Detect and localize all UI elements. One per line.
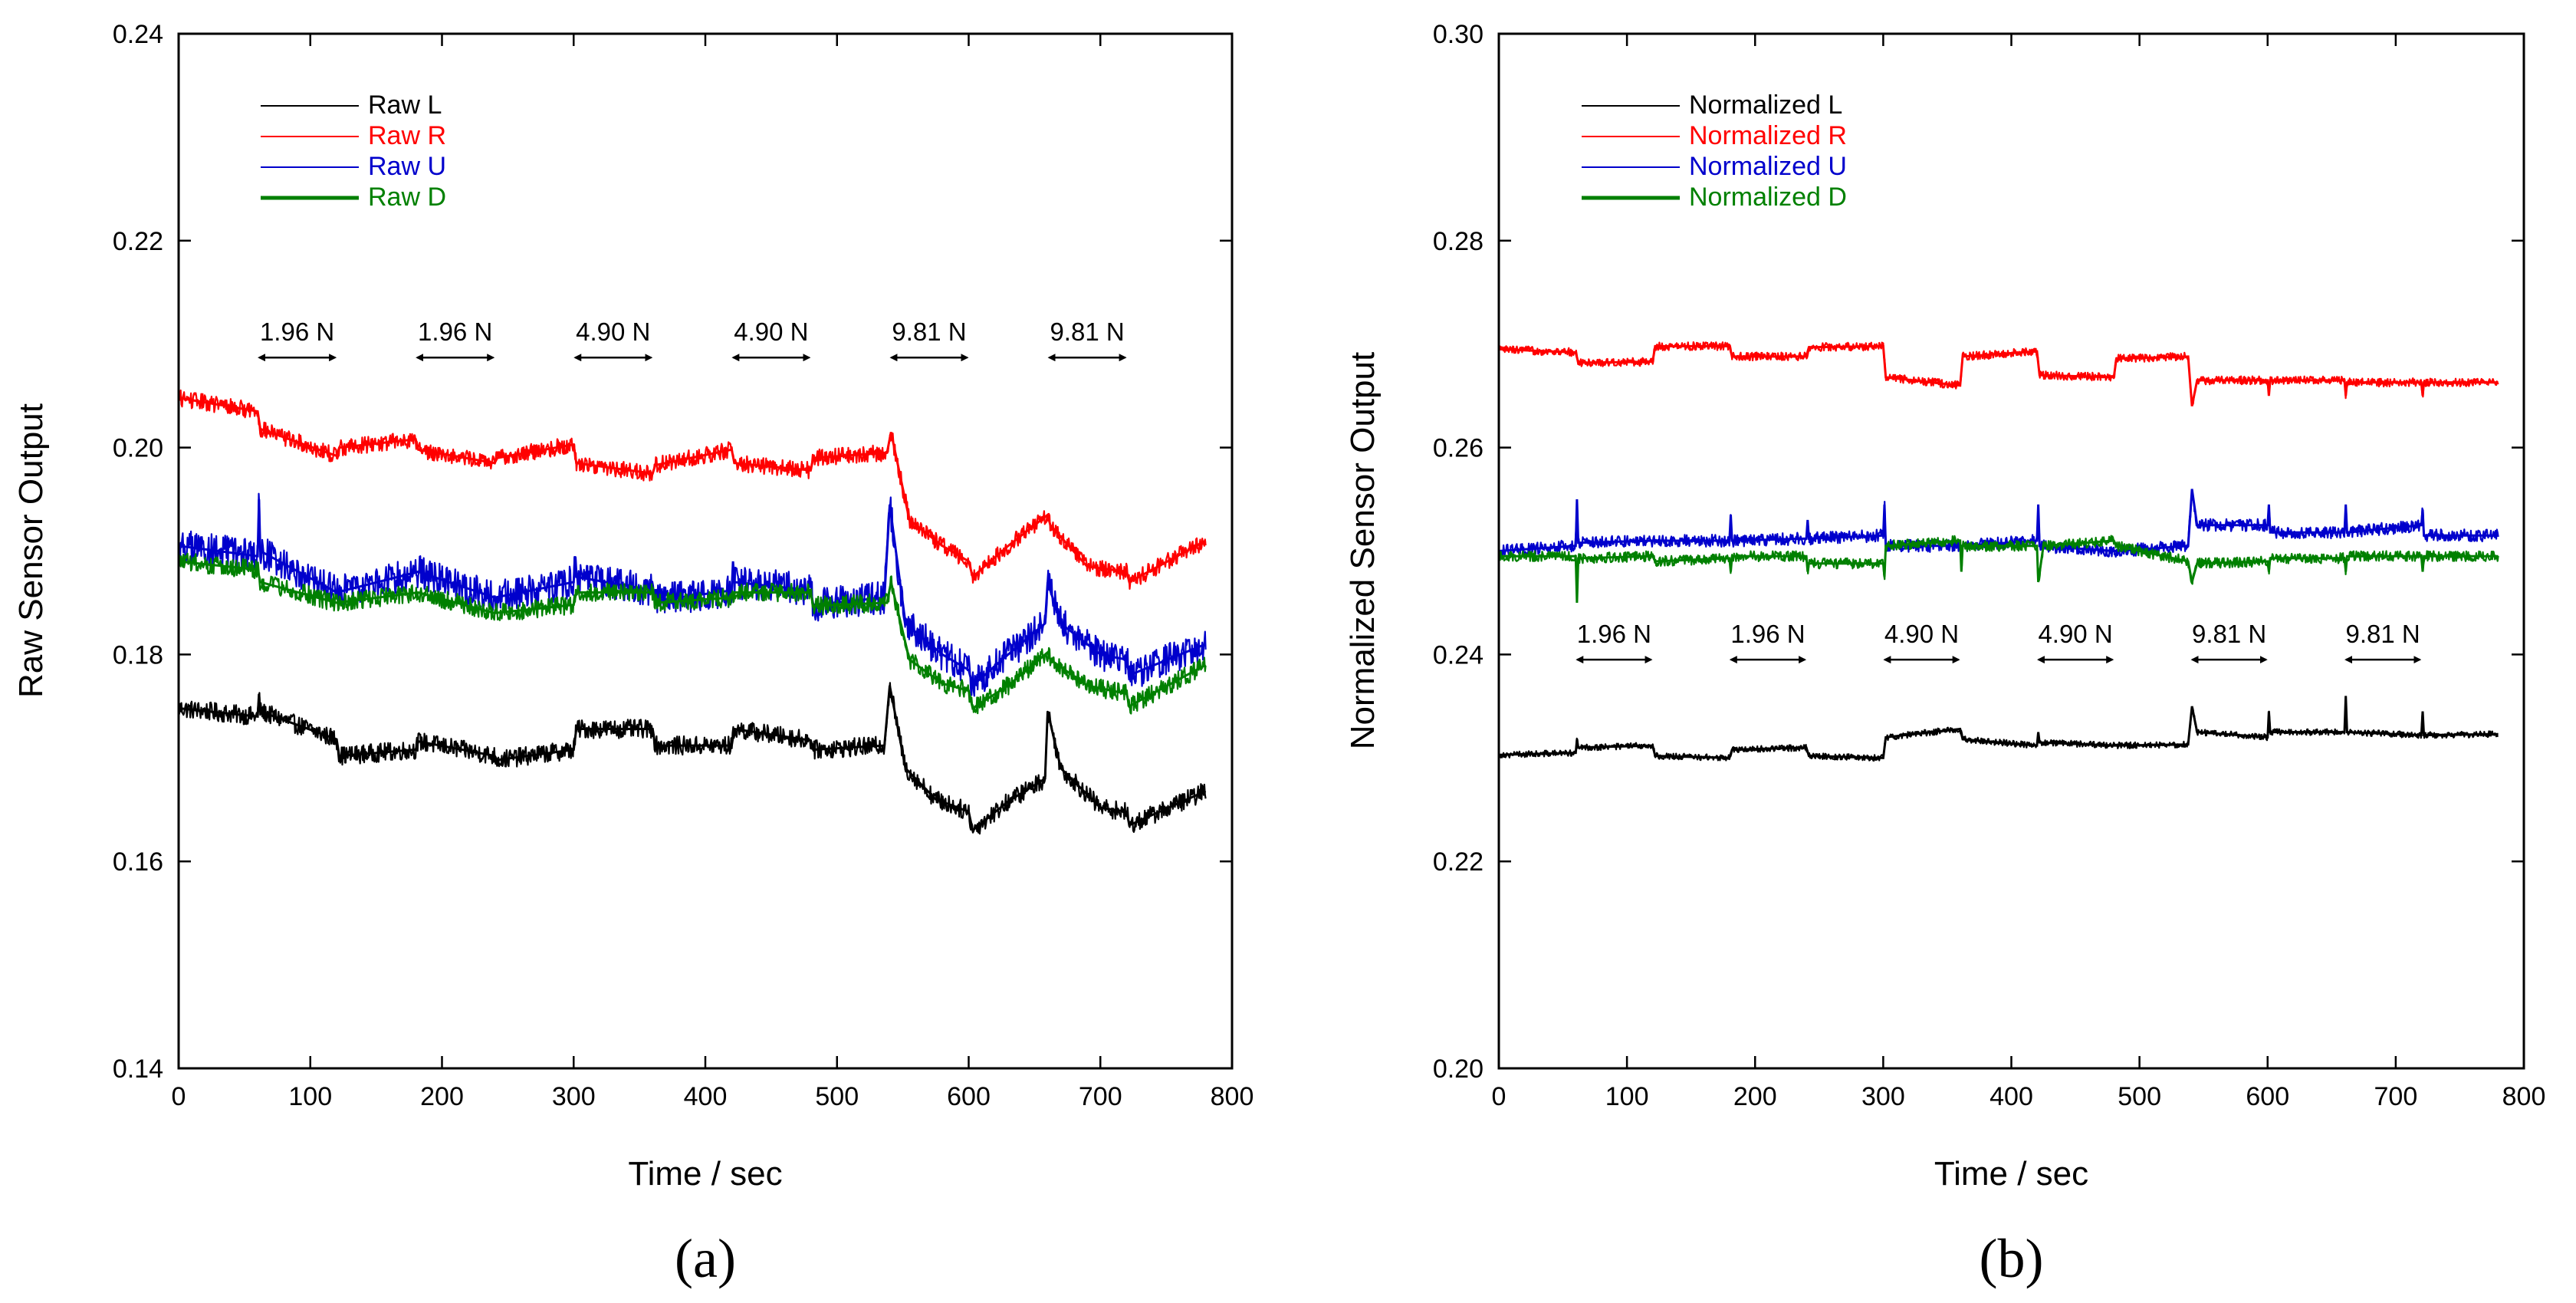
x-tick-label: 800 [1211,1082,1254,1111]
series-trend-normalized-d [1499,539,2499,604]
force-label: 9.81 N [1050,318,1124,346]
y-tick-label: 0.22 [113,227,163,256]
force-label: 9.81 N [2192,620,2266,648]
legend-entry: Normalized D [1689,183,1847,212]
panel-label: (b) [1980,1228,2044,1289]
force-label: 9.81 N [892,318,966,346]
force-label: 1.96 N [418,318,492,346]
x-tick-label: 100 [288,1082,332,1111]
y-tick-label: 0.18 [113,640,163,670]
x-tick-label: 300 [552,1082,596,1111]
x-tick-label: 400 [1990,1082,2033,1111]
series-line-raw-l [177,682,1207,835]
series-trend-normalized-u [1498,489,2499,552]
series-trend-raw-r [178,396,1207,584]
force-label: 4.90 N [1884,620,1959,648]
series-group [1497,341,2499,762]
y-tick-label: 0.24 [1433,640,1484,670]
x-tick-label: 500 [2118,1082,2161,1111]
x-tick-label: 700 [1079,1082,1122,1111]
chart-panel-b: 0 100 200 300 400 500 600 700 800 0.20 0.22 0.24 0.2… [1344,20,2545,1289]
legend-entry: Raw R [368,121,446,150]
x-tick-label: 100 [1605,1082,1649,1111]
plot-frame [1497,32,2525,1070]
y-axis-label: Raw Sensor Output [12,403,50,698]
force-label: 1.96 N [1577,620,1651,648]
series-line-normalized-l [1497,697,2499,762]
series-line-raw-u [177,492,1207,697]
force-label: 1.96 N [1730,620,1805,648]
x-tick-label: 600 [947,1082,991,1111]
x-tick-label: 700 [2374,1082,2418,1111]
legend-entry: Normalized U [1689,152,1847,181]
y-tick-label: 0.20 [1433,1055,1484,1084]
series-line-raw-d [177,552,1207,715]
force-label: 9.81 N [2346,620,2420,648]
y-tick-label: 0.20 [113,434,163,463]
x-tick-label: 300 [1861,1082,1905,1111]
y-tick-label: 0.24 [113,20,163,49]
x-tick-label: 500 [815,1082,859,1111]
legend-entry: Raw U [368,152,446,181]
legend-entry: Normalized R [1689,121,1847,150]
x-tick-label: 200 [1733,1082,1777,1111]
force-label: 4.90 N [2038,620,2112,648]
series-trend-normalized-l [1498,696,2499,759]
legend-entry: Raw L [368,90,442,120]
x-axis-label: Time / sec [628,1155,782,1193]
legend-entry: Raw D [368,183,446,212]
series-line-raw-r [178,389,1207,590]
series-group [177,389,1207,835]
force-label: 1.96 N [260,318,334,346]
series-trend-normalized-r [1498,344,2499,406]
series-trend-raw-d [178,560,1207,710]
force-annotations: 1.96 N 1.96 N 4.90 N 4.90 N 9.81 N 9.81 N [258,318,1127,362]
x-tick-label: 600 [2246,1082,2289,1111]
y-axis-label: Normalized Sensor Output [1344,352,1382,749]
force-label: 4.90 N [576,318,650,346]
panel-label: (a) [675,1228,736,1289]
x-axis-label: Time / sec [1934,1155,2088,1193]
x-tick-label: 0 [172,1082,186,1111]
x-tick-label: 400 [684,1082,728,1111]
y-tick-label: 0.30 [1433,20,1484,49]
y-tick-label: 0.28 [1433,227,1484,256]
series-line-normalized-r [1498,341,2499,405]
force-label: 4.90 N [734,318,808,346]
legend-entry: Normalized L [1689,90,1842,120]
y-tick-label: 0.14 [113,1055,163,1084]
y-tick-label: 0.26 [1433,434,1484,463]
chart-panel-a: 0 100 200 300 400 500 600 700 800 0.14 0.16 0.18 0.2… [12,20,1254,1289]
series-trend-raw-l [178,685,1207,833]
x-tick-label: 200 [420,1082,464,1111]
y-tick-label: 0.22 [1433,847,1484,877]
force-annotations: 1.96 N 1.96 N 4.90 N 4.90 N 9.81 N 9.81 N [1576,620,2422,664]
x-tick-label: 800 [2502,1082,2546,1111]
y-tick-label: 0.16 [113,847,163,877]
x-tick-label: 0 [1492,1082,1506,1111]
